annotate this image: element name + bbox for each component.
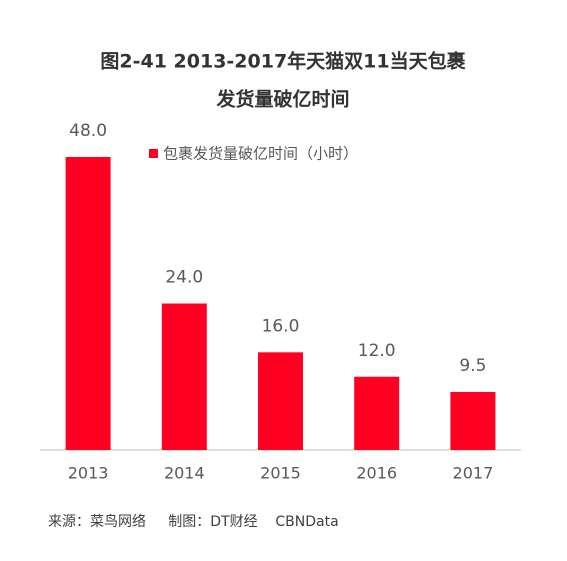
bar [354,376,400,450]
bar [161,303,207,450]
legend-label: 包裹发货量破亿时间（小时） [163,145,358,163]
value-label: 16.0 [262,316,300,336]
x-tick-label: 2013 [68,464,109,483]
value-label: 24.0 [165,268,203,288]
bar [450,392,496,450]
value-label: 48.0 [69,121,107,141]
x-tick-label: 2014 [164,464,205,483]
source-note: 来源：菜鸟网络 制图：DT财经 CBNData [48,514,339,530]
chart-title: 图2-41 2013-2017年天猫双11当天包裹 [100,50,466,73]
bar [258,352,303,450]
value-label: 12.0 [358,341,396,361]
x-tick-label: 2016 [356,464,397,483]
x-tick-label: 2017 [453,464,494,483]
value-label: 9.5 [459,356,486,376]
chart-title: 发货量破亿时间 [215,88,349,111]
legend-swatch [149,149,158,158]
x-tick-label: 2015 [260,464,301,483]
bar [65,157,111,450]
